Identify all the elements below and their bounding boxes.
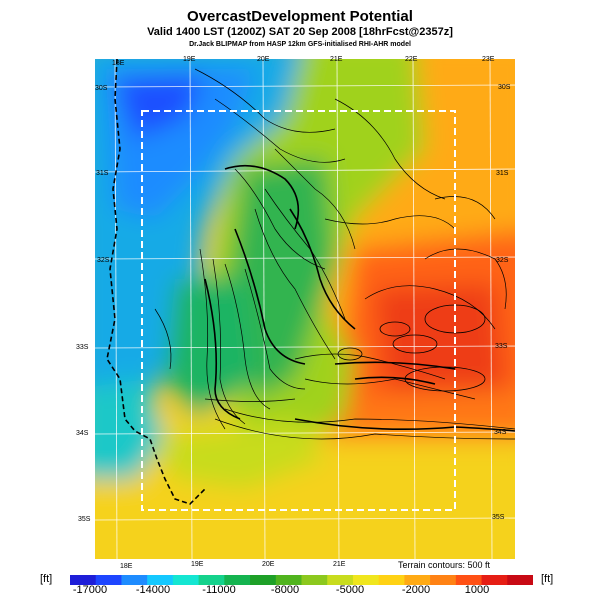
- colorbar-swatch: [507, 575, 533, 585]
- map-area: [95, 59, 515, 559]
- map-title: OvercastDevelopment Potential: [187, 8, 413, 25]
- lon-label-bottom: 19E: [191, 561, 204, 568]
- lat-label-right: 30S: [498, 84, 511, 91]
- field-shading: [95, 59, 515, 559]
- colorbar-tick: -8000: [270, 584, 300, 596]
- colorbar-swatch: [301, 575, 328, 585]
- colorbar-tick: -14000: [135, 584, 171, 596]
- lon-label-top: 20E: [257, 56, 270, 63]
- graticule: [95, 59, 515, 559]
- lat-label-right: 34S: [494, 429, 507, 436]
- colorbar-tick: -11000: [202, 584, 236, 596]
- lat-label-left: 30S: [95, 85, 108, 92]
- colorbar-unit-right: [ft]: [541, 573, 554, 585]
- valid-time: Valid 1400 LST (1200Z) SAT 20 Sep 2008 […: [147, 26, 453, 38]
- lon-label-bottom: 21E: [333, 561, 346, 568]
- lon-label-top: 18E: [112, 60, 125, 67]
- lat-label-left: 35S: [78, 516, 91, 523]
- lon-label-top: 22E: [405, 56, 418, 63]
- model-credit: Dr.Jack BLIPMAP from HASP 12km GFS-initi…: [189, 41, 411, 48]
- colorbar-swatch: [198, 575, 225, 585]
- lat-label-right: 32S: [496, 257, 509, 264]
- colorbar-unit-left: [ft]: [40, 573, 53, 585]
- colorbar-swatch: [481, 575, 508, 585]
- lon-label-bottom: 18E: [120, 563, 133, 570]
- lon-label-top: 23E: [482, 56, 495, 63]
- colorbar: [70, 575, 533, 585]
- colorbar-swatch: [121, 575, 148, 585]
- colorbar-swatch: [95, 575, 122, 585]
- lon-label-top: 19E: [183, 56, 196, 63]
- colorbar-swatch: [70, 575, 97, 585]
- colorbar-swatch: [250, 575, 277, 585]
- coastline: [106, 59, 206, 505]
- colorbar-swatch: [378, 575, 405, 585]
- colorbar-swatch: [224, 575, 251, 585]
- lat-label-right: 33S: [495, 343, 508, 350]
- colorbar-tick: -5000: [335, 584, 365, 596]
- colorbar-swatch: [455, 575, 483, 585]
- lon-label-bottom: 20E: [262, 561, 275, 568]
- colorbar-swatch: [147, 575, 174, 585]
- lat-label-left: 33S: [76, 344, 89, 351]
- colorbar-swatch: [352, 575, 380, 585]
- lat-label-left: 31S: [96, 170, 109, 177]
- inner-domain-box: [141, 110, 456, 511]
- colorbar-swatch: [172, 575, 200, 585]
- lon-label-top: 21E: [330, 56, 343, 63]
- terrain-contour-note: Terrain contours: 500 ft: [398, 560, 491, 570]
- colorbar-swatch: [430, 575, 457, 585]
- lat-label-left: 34S: [76, 430, 89, 437]
- colorbar-tick: -2000: [401, 584, 431, 596]
- colorbar-swatch: [327, 575, 354, 585]
- lat-label-right: 31S: [496, 170, 509, 177]
- colorbar-tick: 1000: [464, 584, 490, 596]
- lat-label-left: 32S: [97, 257, 110, 264]
- lat-label-right: 35S: [492, 514, 505, 521]
- colorbar-swatch: [404, 575, 431, 585]
- colorbar-tick: -17000: [72, 584, 108, 596]
- terrain-contours: [154, 68, 515, 440]
- colorbar-swatch: [275, 575, 302, 585]
